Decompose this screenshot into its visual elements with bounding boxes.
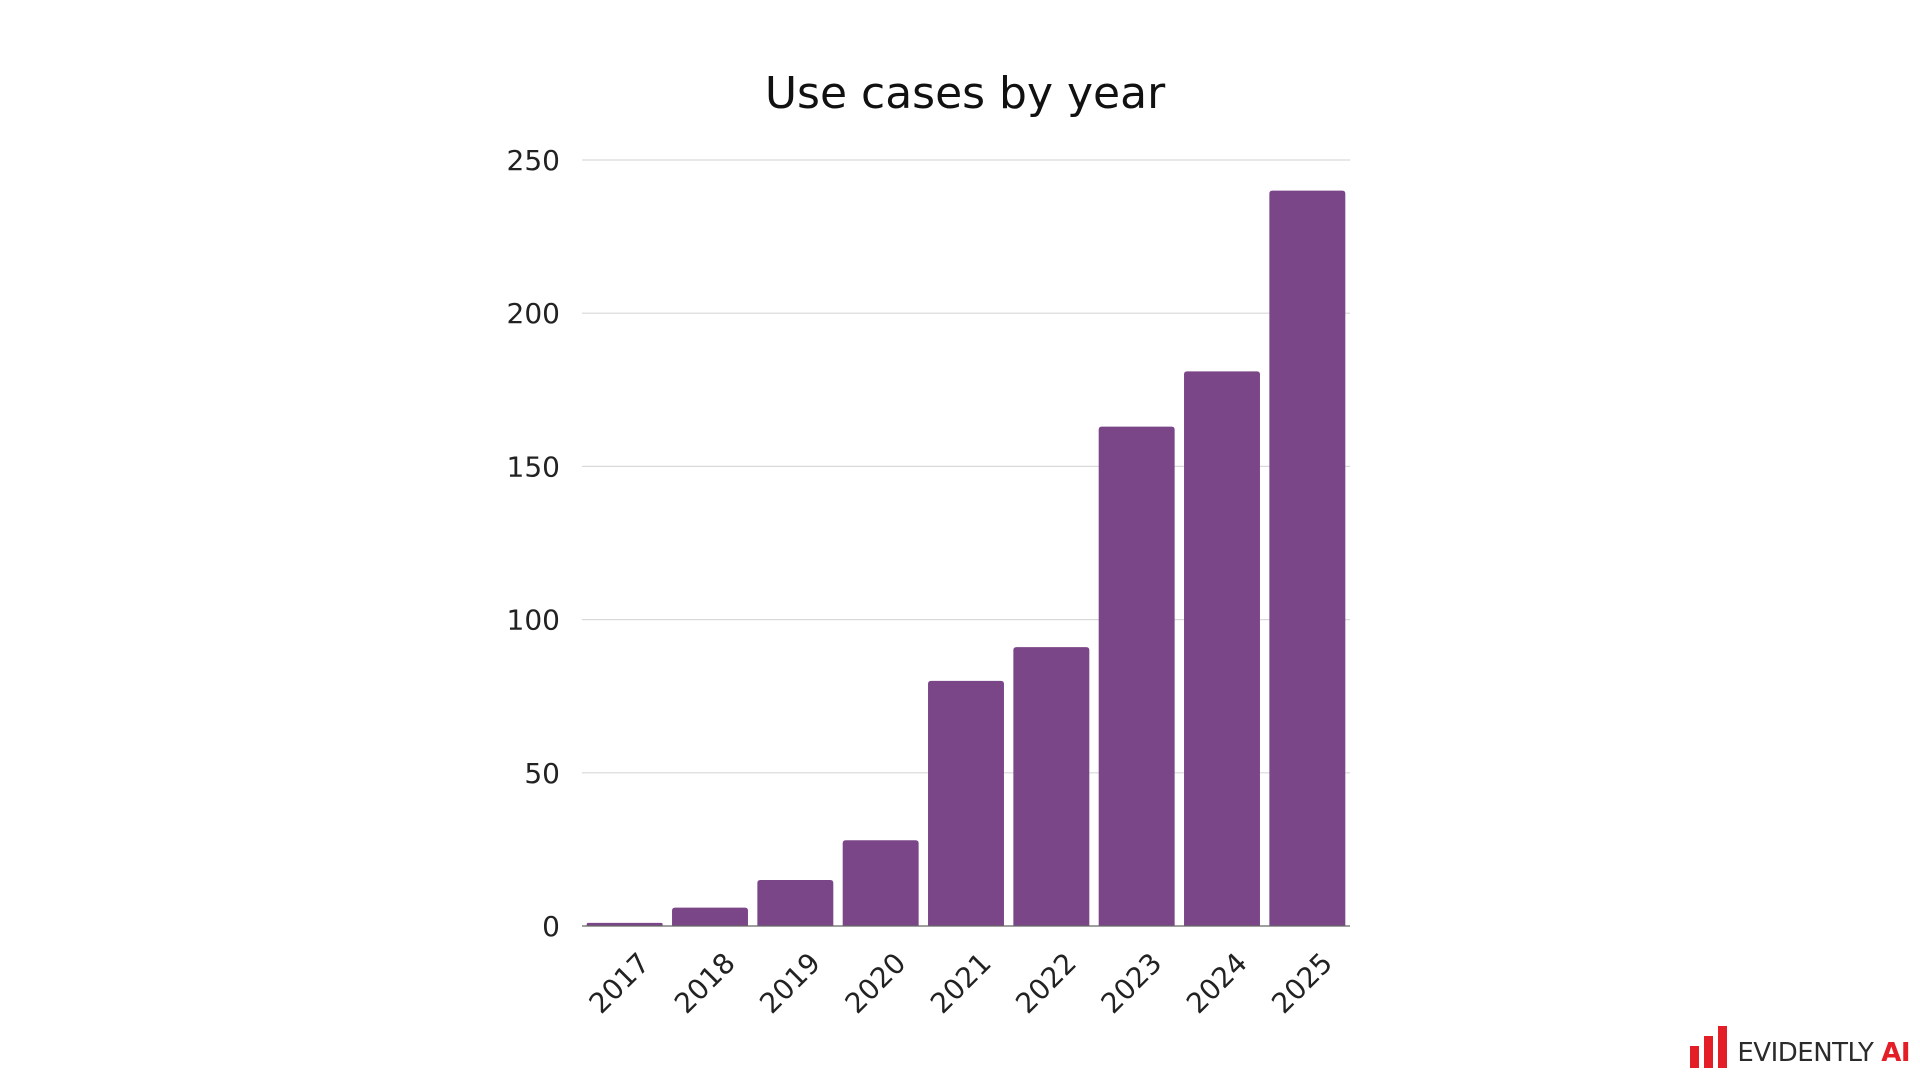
logo-word: EVIDENTLY (1737, 1038, 1874, 1068)
y-tick-label: 50 (524, 757, 560, 790)
bar-2021 (928, 680, 1004, 926)
x-axis-ticks: 2017 2018 2019 2020 2021 2022 2023 2024 2025 (583, 946, 1339, 1020)
bar-2023 (1098, 426, 1175, 926)
bars (586, 190, 1346, 926)
bar-2025 (1269, 190, 1346, 926)
bar-2018 (672, 907, 748, 926)
bar-2024 (1184, 371, 1260, 926)
y-tick-label: 200 (507, 297, 560, 330)
logo-bar-tall (1718, 1026, 1728, 1068)
x-tick-label: 2018 (668, 946, 742, 1020)
logo-bars-icon (1690, 1026, 1728, 1068)
logo-text: EVIDENTLY AI (1737, 1040, 1910, 1068)
x-tick-label: 2021 (924, 946, 998, 1020)
evidently-ai-logo: EVIDENTLY AI (1690, 1026, 1910, 1068)
y-tick-label: 0 (542, 910, 560, 943)
logo-bar-short (1690, 1046, 1700, 1068)
bar-2020 (842, 840, 919, 926)
y-tick-label: 250 (507, 144, 560, 177)
y-axis-ticks: 0 50 100 150 200 250 (507, 144, 560, 943)
y-tick-label: 100 (507, 604, 560, 637)
logo-accent: AI (1881, 1038, 1910, 1068)
bar-2019 (757, 880, 834, 926)
x-tick-label: 2022 (1009, 946, 1083, 1020)
x-tick-label: 2020 (839, 946, 913, 1020)
x-tick-label: 2023 (1095, 946, 1169, 1020)
bar-2022 (1013, 647, 1090, 926)
x-tick-label: 2024 (1180, 946, 1254, 1020)
logo-bar-medium (1704, 1036, 1714, 1068)
x-tick-label: 2025 (1265, 946, 1339, 1020)
y-tick-label: 150 (507, 450, 560, 483)
bar-2017 (586, 922, 663, 926)
x-tick-label: 2019 (753, 946, 827, 1020)
chart-title: Use cases by year (765, 68, 1166, 119)
x-tick-label: 2017 (583, 946, 657, 1020)
